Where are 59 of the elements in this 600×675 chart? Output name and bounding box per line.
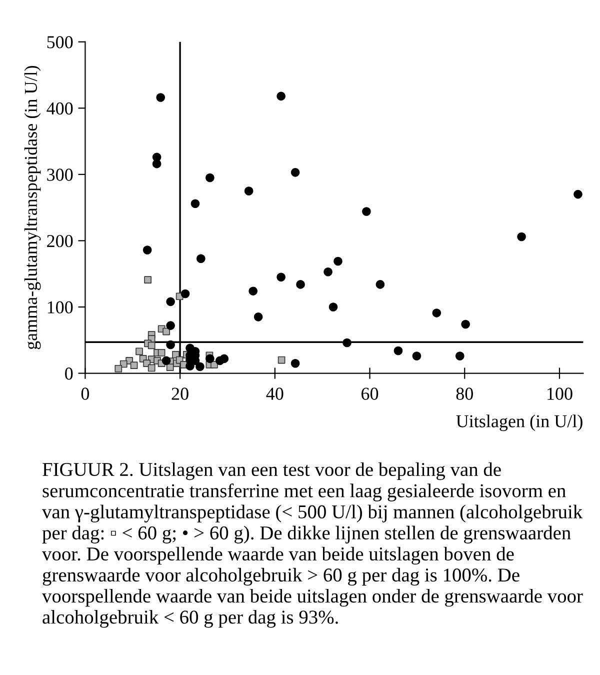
point — [324, 267, 332, 276]
point — [394, 346, 403, 356]
x-tick-label: 100 — [548, 388, 572, 400]
point — [276, 92, 286, 101]
point — [376, 280, 385, 289]
y-tick-label: 300 — [47, 168, 73, 181]
y-axis-title: gamma-glutamyltranspeptidase (in U/l) — [24, 66, 41, 350]
x-axis-title: Uitslagen (in U/l) — [456, 414, 582, 432]
point — [244, 186, 254, 196]
point — [162, 328, 170, 336]
point — [574, 190, 582, 199]
point — [328, 302, 338, 312]
point — [290, 168, 300, 177]
point — [158, 349, 166, 356]
point — [130, 362, 138, 369]
y-tick-label: 500 — [47, 36, 73, 48]
point — [144, 276, 152, 284]
point — [148, 364, 156, 372]
point — [220, 354, 229, 364]
point — [142, 246, 152, 254]
point — [136, 348, 143, 356]
x-tick-label: 0 — [81, 388, 90, 400]
point — [206, 173, 214, 182]
point — [517, 232, 526, 242]
point — [461, 320, 470, 329]
point — [296, 280, 305, 289]
point — [334, 256, 342, 266]
point — [196, 254, 206, 263]
point — [342, 338, 352, 348]
point — [276, 272, 286, 282]
point — [190, 199, 200, 208]
point — [196, 362, 204, 372]
point — [166, 321, 175, 330]
point — [278, 356, 286, 364]
point — [180, 289, 190, 298]
point — [432, 308, 442, 318]
text: FIGUUR 2. Uitslagen van een test voor de bepaling van de serumconcentratie transferrine met een laag gesialeerde isovorm en van γ-glutamyltranspeptidase (< 500 U/l) bij mannen (alcoholgebruik per dag: ▫ < 60 g; • > 60 g). De dikke lijnen stellen de grenswaarden voor. De voorspellende waarde van beide uitslagen boven de grenswaarde voor alcoholgebruik > 60 g per dag is 100%. De voorspellende waarde van beide uitslagen onder de grenswaarde voor alcoholgebruik < 60 g per dag is 93%. — [42, 462, 583, 628]
x-tick-label: 40 — [266, 388, 284, 400]
point — [248, 286, 258, 296]
y-tick-label: 100 — [48, 301, 73, 314]
y-tick-label: 400 — [46, 102, 73, 115]
y-tick-label: 200 — [47, 234, 73, 248]
x-tick-label: 20 — [172, 388, 188, 400]
point — [455, 352, 464, 360]
point — [166, 364, 174, 371]
point — [114, 364, 122, 372]
x-tick-label: 60 — [362, 388, 378, 400]
point — [148, 342, 156, 350]
x-tick-label: 80 — [456, 388, 473, 400]
point — [412, 352, 422, 360]
point — [362, 207, 371, 216]
point — [166, 340, 175, 350]
point — [162, 356, 171, 366]
point — [254, 312, 263, 322]
point — [156, 93, 166, 102]
point — [290, 358, 300, 368]
point — [166, 297, 175, 306]
y-tick-label: 0 — [65, 368, 73, 380]
point — [206, 354, 214, 364]
